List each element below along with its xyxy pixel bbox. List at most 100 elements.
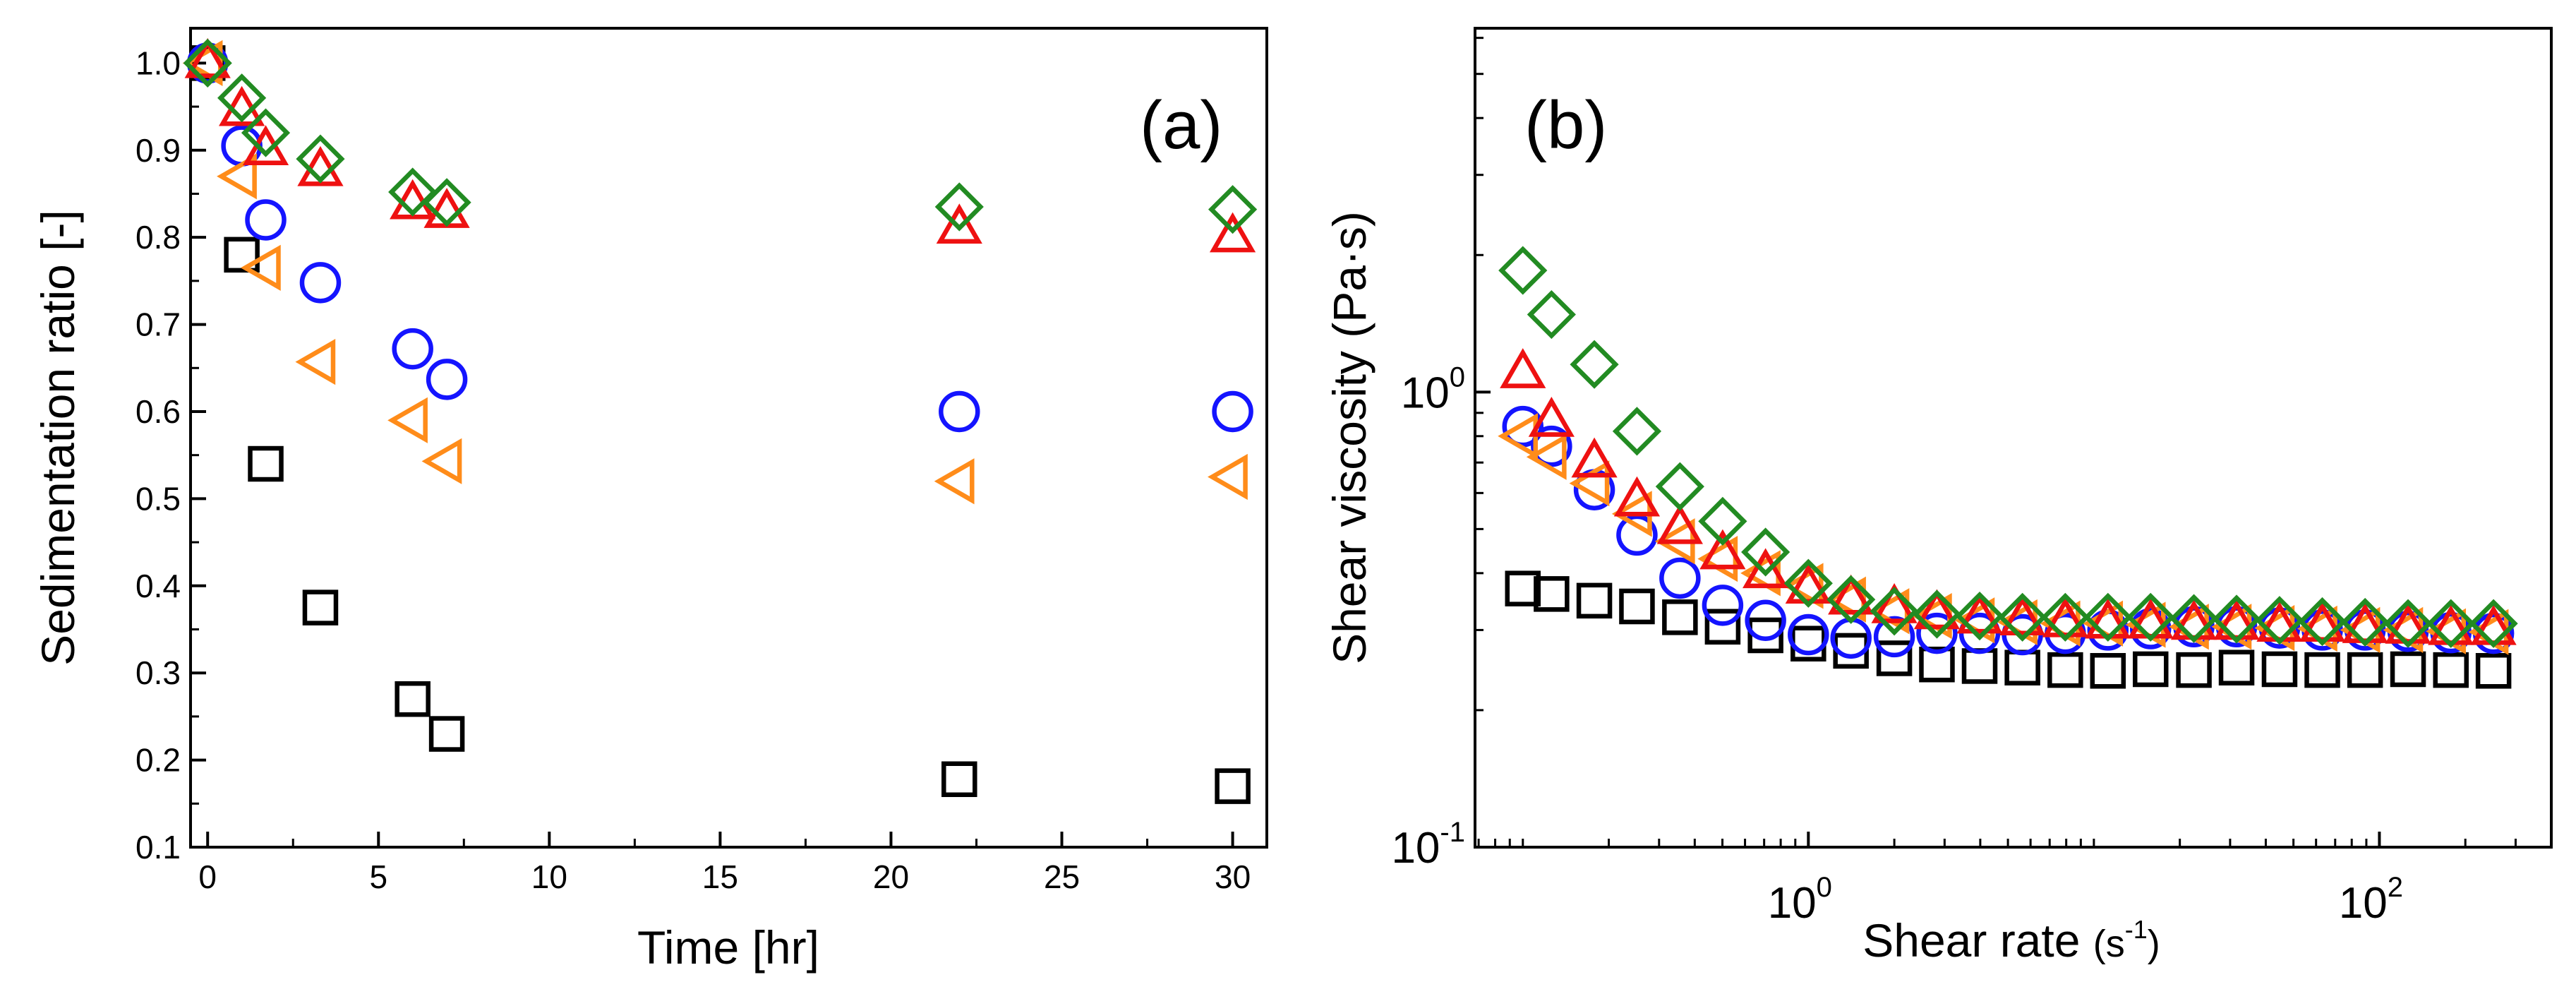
panel-a-y-tick-label: 0.9 xyxy=(136,132,181,169)
panel-b-circle-point xyxy=(1916,612,1958,654)
panel-a-triangle-up-point xyxy=(297,145,344,186)
panel-a-diamond-point xyxy=(1208,185,1258,234)
panel-b-x-axis-title-main: Shear rate xyxy=(1862,914,2093,966)
panel-b-diamond-point xyxy=(2383,599,2433,648)
panel-b-x-tick-label: 100 xyxy=(1768,872,1832,928)
panel-b-square-point xyxy=(2475,653,2512,689)
panel-b-diamond-point xyxy=(2340,597,2390,647)
panel-b-square-point xyxy=(2261,651,2298,688)
panel-b-triangle-up-point xyxy=(1656,503,1703,544)
panel-b-diamond-point xyxy=(1570,340,1619,389)
panel-a-y-tick-label: 0.5 xyxy=(136,480,181,517)
panel-b-diamond-point xyxy=(2169,594,2219,643)
panel-a-y-tick-label: 0.4 xyxy=(136,568,181,604)
panel-b-square-point xyxy=(2176,652,2212,688)
panel-a-square-point xyxy=(248,445,284,482)
panel-b-square-point xyxy=(1576,582,1613,619)
panel-b-x-axis-title: Shear rate (s-1) xyxy=(1862,914,2160,966)
panel-a-diamond-point xyxy=(422,178,471,227)
panel-a-triangle-left-point xyxy=(421,438,462,484)
panel-a-x-axis-title: Time [hr] xyxy=(637,921,819,974)
panel-a-y-tick-label: 0.6 xyxy=(136,393,181,430)
panel-b-triangle-up-point xyxy=(1999,595,2046,635)
panel-b-square-point xyxy=(2090,653,2126,689)
panel-a-label: (a) xyxy=(1140,88,1222,163)
panel-b-square-point xyxy=(1619,588,1655,625)
panel-b-square-point xyxy=(2433,652,2469,688)
panel-a: 0 5 10 15 20 25 30 0.1 0.2 0.3 0.4 0.5 0.6 0.7 0.8 0.9 1… xyxy=(32,27,1268,974)
panel-a-triangle-up-point xyxy=(390,179,436,220)
panel-b-square-point xyxy=(1505,570,1541,606)
panel-b-triangle-up-point xyxy=(2385,604,2431,644)
panel-b-circle-point xyxy=(1745,599,1786,641)
panel-b-square-point xyxy=(2304,652,2340,688)
panel-b-diamond-point xyxy=(1826,575,1876,624)
panel-b-diamond-point xyxy=(2040,592,2090,642)
panel-a-triangle-up-point xyxy=(936,203,982,244)
tick-exponent: 0 xyxy=(1817,872,1832,903)
panel-b-diamond-point xyxy=(1955,591,2004,641)
panel-b-circle-point xyxy=(1788,613,1829,656)
panel-b-triangle-up-point xyxy=(1871,582,1918,623)
panel-b-diamond-point xyxy=(1741,527,1790,577)
panel-a-square-point xyxy=(224,236,260,273)
panel-b-square-point xyxy=(1876,640,1913,676)
panel-a-y-tick-label: 1.0 xyxy=(136,44,181,81)
panel-b-triangle-up-point xyxy=(2299,601,2346,642)
panel-a-frame xyxy=(189,27,1268,849)
tick-exponent: 0 xyxy=(1450,361,1465,393)
panel-a-square-point xyxy=(428,716,465,752)
panel-b-square-point xyxy=(1747,617,1783,654)
tick-base: 10 xyxy=(1768,879,1817,928)
panel-a-circle-point xyxy=(1212,390,1253,433)
panel-b-circle-point xyxy=(1873,616,1915,658)
panel-a-square-point xyxy=(395,681,431,717)
panel-b-square-point xyxy=(2347,652,2383,688)
tick-base: 10 xyxy=(1401,369,1450,417)
panel-a-y-tick-label: 0.3 xyxy=(136,654,181,691)
panel-b-circle-point xyxy=(1659,557,1701,599)
panel-a-diamond-point xyxy=(217,73,267,123)
panel-a-circle-point xyxy=(392,328,433,370)
panel-a-x-tick-label: 10 xyxy=(531,858,567,895)
panel-b-triangle-up-point xyxy=(2042,597,2088,637)
panel-a-square-point xyxy=(1215,768,1251,804)
panel-a-diamond-point xyxy=(183,38,232,88)
panel-a-x-tick-label: 25 xyxy=(1044,858,1080,895)
panel-b-triangle-up-point xyxy=(1500,348,1546,388)
panel-b-diamond-point xyxy=(1527,289,1576,340)
panel-b-triangle-left-point xyxy=(1526,433,1567,480)
panel-a-y-tick-label: 0.1 xyxy=(136,829,181,866)
panel-b-diamond-point xyxy=(2469,599,2518,648)
panel-b-diamond-point xyxy=(1912,589,1962,639)
panel-a-diamond-point xyxy=(388,167,438,217)
panel-a-circle-point xyxy=(939,390,980,433)
tick-exponent: 2 xyxy=(2388,872,2403,903)
panel-a-y-tick-label: 0.8 xyxy=(136,219,181,256)
panel-a-triangle-up-point xyxy=(1209,212,1256,253)
panel-b-diamond-point xyxy=(1498,246,1548,295)
panel-a-triangle-left-point xyxy=(934,458,975,505)
panel-b-triangle-up-point xyxy=(1699,529,1746,570)
panel-b-diamond-point xyxy=(1655,462,1704,511)
panel-b-triangle-up-point xyxy=(1571,437,1618,478)
panel-a-triangle-left-point xyxy=(240,244,281,291)
panel-a-y-tick-label: 0.2 xyxy=(136,742,181,779)
panel-b-diamond-point xyxy=(2426,599,2476,648)
panel-b-diamond-point xyxy=(2083,592,2133,642)
panel-b-diamond-point xyxy=(1698,496,1747,546)
panel-a-x-tick-label: 30 xyxy=(1215,858,1251,895)
panel-b-circle-point xyxy=(1616,514,1658,556)
tick-base: 10 xyxy=(2339,879,2388,928)
panel-b-x-axis-title-unit-close: ) xyxy=(2148,923,2160,965)
panel-a-circle-point xyxy=(245,199,287,241)
panel-b-label: (b) xyxy=(1524,88,1607,163)
panel-b-diamond-point xyxy=(2297,597,2347,647)
panel-a-triangle-up-point xyxy=(184,37,231,78)
panel-a-triangle-left-point xyxy=(295,339,336,385)
panel-b-circle-point xyxy=(2129,608,2172,649)
panel-b-markers xyxy=(1498,246,2518,689)
